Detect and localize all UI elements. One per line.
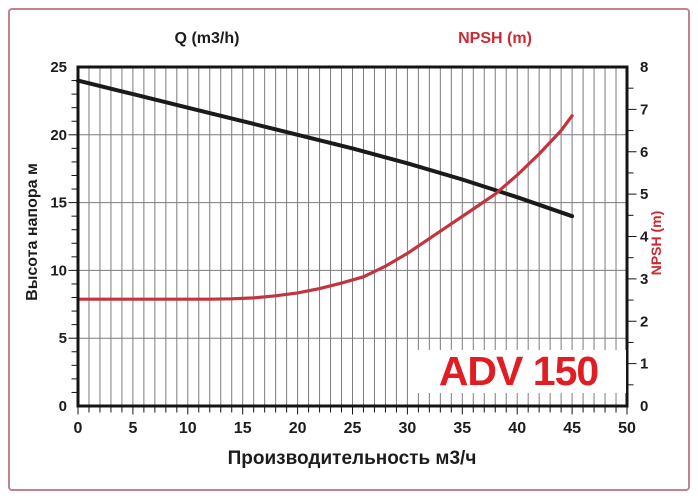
svg-text:25: 25 (50, 59, 67, 76)
q-axis-title: Q (m3/h) (174, 30, 240, 47)
svg-text:45: 45 (563, 420, 581, 437)
svg-text:5: 5 (59, 330, 67, 347)
x-axis-label: Производительность м3/ч (227, 448, 477, 469)
svg-text:1: 1 (640, 356, 648, 373)
svg-text:3: 3 (640, 271, 648, 288)
svg-text:20: 20 (50, 127, 67, 144)
svg-text:30: 30 (399, 420, 417, 437)
y-left-axis-label: Высота напора м (24, 163, 41, 301)
svg-text:50: 50 (618, 420, 636, 437)
svg-text:8: 8 (640, 59, 648, 76)
npsh-curve (76, 114, 574, 301)
svg-text:5: 5 (128, 420, 137, 437)
svg-text:0: 0 (74, 420, 83, 437)
plot-frame (76, 65, 629, 408)
svg-text:20: 20 (289, 420, 307, 437)
svg-text:35: 35 (453, 420, 471, 437)
svg-text:10: 10 (50, 262, 67, 279)
head-curve (76, 78, 575, 219)
svg-text:6: 6 (640, 144, 648, 161)
svg-text:5: 5 (640, 186, 648, 203)
svg-text:40: 40 (508, 420, 526, 437)
series-curves (76, 78, 575, 301)
svg-text:10: 10 (179, 420, 197, 437)
y-right-axis-label: NPSH (m) (648, 210, 664, 276)
svg-text:4: 4 (640, 229, 649, 246)
axis-ticks (68, 80, 637, 415)
svg-text:7: 7 (640, 101, 648, 118)
svg-text:0: 0 (640, 398, 648, 415)
model-label: ADV 150 (411, 348, 626, 394)
svg-text:2: 2 (640, 313, 648, 330)
svg-text:0: 0 (59, 398, 67, 415)
svg-text:25: 25 (344, 420, 362, 437)
svg-text:15: 15 (234, 420, 252, 437)
svg-text:15: 15 (50, 195, 67, 212)
npsh-axis-title: NPSH (m) (458, 30, 532, 47)
gridlines (78, 67, 627, 406)
